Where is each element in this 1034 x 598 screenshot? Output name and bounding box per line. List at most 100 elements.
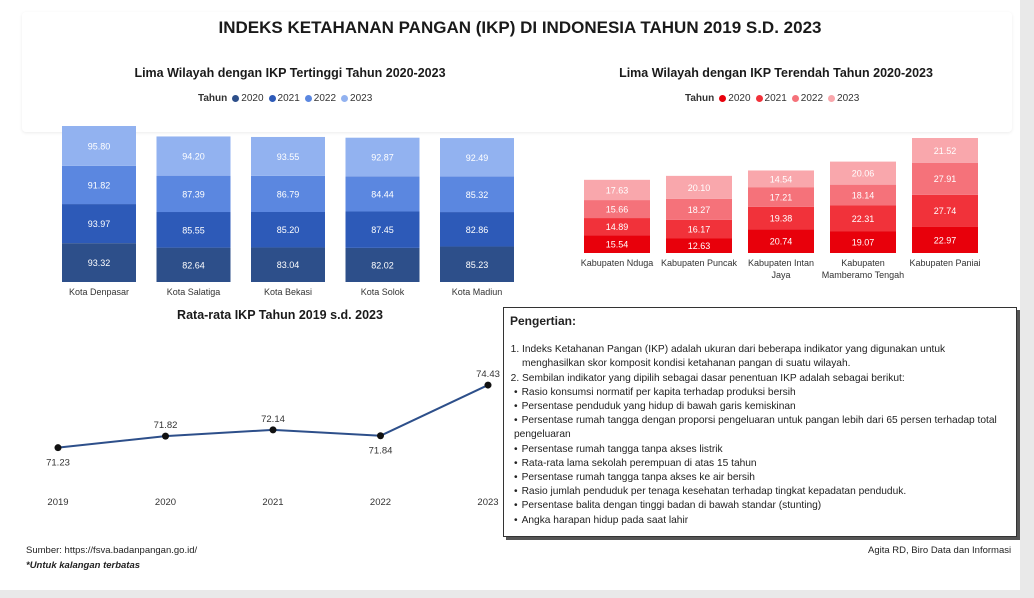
low-legend-item-2020: 2020 — [719, 93, 751, 104]
high-bar-segment — [156, 175, 231, 213]
high-bar-segment — [251, 211, 325, 248]
high-chart-title: Lima Wilayah dengan IKP Tertinggi Tahun … — [134, 66, 446, 80]
high-category-label: Kota Denpasar — [69, 287, 129, 297]
low-category-label: Kabupaten Puncak — [661, 258, 738, 268]
low-legend-label: 2022 — [800, 93, 824, 104]
low-bar-value-label: 18.27 — [688, 205, 711, 215]
low-category-label: Kabupaten Intan — [748, 258, 814, 268]
high-legend-item-2020: 2020 — [232, 93, 264, 104]
high-bar-value-label: 85.20 — [277, 225, 300, 235]
low-bar-segment — [666, 198, 732, 220]
indicator-item: Persentase rumah tangga tanpa akses list… — [514, 443, 1010, 457]
low-legend-label: 2020 — [728, 93, 751, 104]
low-bar-value-label: 17.21 — [770, 193, 793, 203]
header-band — [22, 12, 1012, 132]
low-bar-segment — [748, 229, 814, 253]
low-bar-value-label: 15.66 — [606, 205, 629, 215]
high-bar-segment — [345, 211, 420, 248]
restricted-note: *Untuk kalangan terbatas — [26, 560, 141, 571]
average-ikp-point — [484, 381, 492, 389]
average-ikp-year-label: 2023 — [477, 497, 498, 508]
low-bar-segment — [584, 218, 650, 236]
indicator-item: Persentase rumah tangga tanpa akses ke a… — [514, 471, 1010, 485]
definition-item-2-text: Sembilan indikator yang dipilih sebagai … — [522, 372, 905, 384]
high-bar-value-label: 92.87 — [371, 153, 394, 163]
high-bar-value-label: 82.02 — [371, 260, 394, 270]
definition-item-2: Sembilan indikator yang dipilih sebagai … — [514, 372, 1010, 528]
legend-dot-icon — [828, 95, 836, 102]
high-bar-segment — [251, 136, 325, 176]
high-bar-value-label: 82.64 — [182, 260, 205, 270]
low-bar-value-label: 20.06 — [852, 169, 875, 179]
high-category-label: Kota Salatiga — [167, 287, 221, 297]
indicator-item: Persentase penduduk yang hidup di bawah … — [514, 400, 1010, 414]
average-ikp-point — [377, 432, 384, 440]
high-bar-value-label: 95.80 — [88, 141, 111, 151]
high-legend-label: 2023 — [350, 93, 373, 104]
high-bar-value-label: 85.55 — [182, 225, 205, 235]
low-bar-value-label: 22.97 — [934, 235, 957, 245]
indicator-item: Persentase balita dengan tinggi badan di… — [514, 499, 1010, 513]
average-ikp-year-label: 2019 — [47, 497, 68, 508]
average-ikp-value-label: 72.14 — [261, 414, 285, 425]
low-bar-value-label: 22.31 — [852, 214, 875, 224]
high-bar-segment — [62, 126, 136, 166]
high-bar-segment — [345, 176, 420, 212]
high-bar-value-label: 92.49 — [466, 153, 489, 163]
low-bar-value-label: 14.89 — [606, 222, 629, 232]
high-bar-value-label: 86.79 — [277, 189, 300, 199]
average-ikp-value-label: 71.82 — [154, 420, 178, 431]
low-category-label: Kabupaten — [841, 258, 885, 268]
credit-text: Agita RD, Biro Data dan Informasi — [868, 545, 1012, 556]
average-ikp-value-label: 71.23 — [46, 458, 70, 469]
low-category-label: Kabupaten Nduga — [581, 258, 654, 268]
low-bar-segment — [748, 170, 814, 188]
high-bar-segment — [440, 176, 514, 213]
high-bar-segment — [440, 138, 514, 177]
high-bar-value-label: 84.44 — [371, 189, 394, 199]
low-bar-segment — [748, 206, 814, 230]
low-bar-value-label: 20.10 — [688, 183, 711, 193]
low-bar-segment — [912, 226, 978, 253]
low-legend-title: Tahun — [685, 93, 715, 104]
high-category-label: Kota Madiun — [452, 287, 503, 297]
indicator-item: Rata-rata lama sekolah perempuan di atas… — [514, 457, 1010, 471]
high-chart-legend: Tahun 2020 2021 2022 2023 — [198, 93, 377, 104]
average-ikp-year-label: 2020 — [155, 497, 176, 508]
low-bar-segment — [584, 200, 650, 219]
low-chart-legend: Tahun 2020 2021 2022 2023 — [685, 93, 864, 104]
high-legend-title: Tahun — [198, 93, 228, 104]
low-bar-value-label: 12.63 — [688, 241, 711, 251]
low-bar-value-label: 19.38 — [770, 214, 793, 224]
high-bar-value-label: 94.20 — [182, 152, 205, 162]
high-bar-segment — [251, 175, 325, 212]
high-bar-value-label: 93.32 — [88, 258, 111, 268]
low-bar-value-label: 19.07 — [852, 238, 875, 248]
high-ikp-chart: 93.32 93.97 91.82 95.80 Kota Denpasar 82.64 85… — [62, 126, 514, 297]
high-bar-value-label: 85.32 — [466, 190, 489, 200]
low-legend-item-2021: 2021 — [755, 93, 787, 104]
high-bar-segment — [440, 246, 514, 282]
high-bar-segment — [251, 247, 325, 282]
low-legend-item-2022: 2022 — [791, 93, 824, 104]
high-legend-item-2021: 2021 — [268, 93, 300, 104]
high-bar-value-label: 91.82 — [88, 180, 111, 190]
low-bar-segment — [666, 175, 732, 199]
low-bar-segment — [666, 219, 732, 239]
low-category-label: Mamberamo Tengah — [822, 270, 904, 280]
low-legend-label: 2023 — [837, 93, 860, 104]
low-bar-segment — [912, 162, 978, 195]
average-ikp-year-label: 2022 — [370, 497, 391, 508]
low-bar-value-label: 17.63 — [606, 185, 629, 195]
low-bar-segment — [830, 231, 896, 253]
high-legend-item-2022: 2022 — [304, 93, 336, 104]
high-bar-segment — [440, 212, 514, 247]
low-category-label: Jaya — [771, 270, 790, 280]
low-legend-label: 2021 — [764, 93, 787, 104]
average-ikp-point — [269, 426, 277, 434]
high-bar-value-label: 87.39 — [182, 189, 205, 199]
definition-item-1: Indeks Ketahanan Pangan (IKP) adalah uku… — [522, 343, 1010, 371]
low-bar-segment — [748, 187, 814, 207]
high-bar-value-label: 93.55 — [277, 152, 300, 162]
legend-dot-icon — [304, 95, 312, 102]
